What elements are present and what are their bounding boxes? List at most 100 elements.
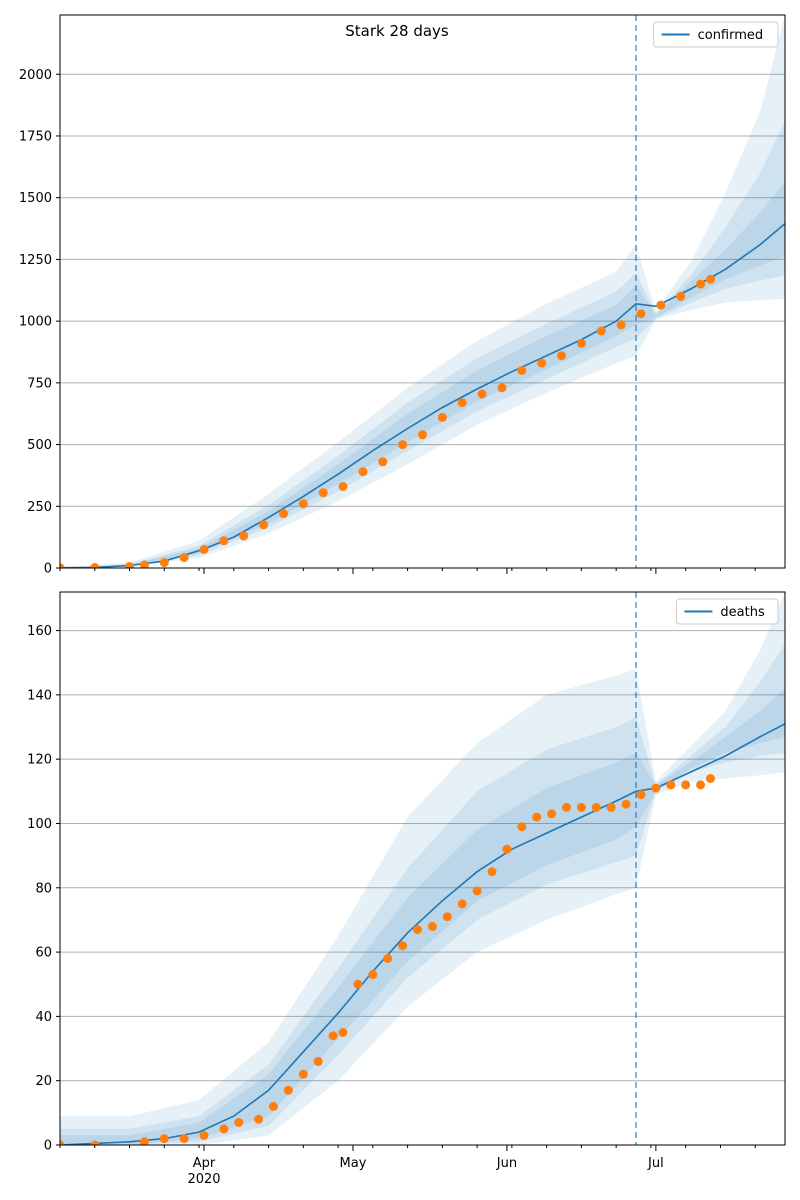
- y-tick-label: 100: [27, 817, 52, 832]
- observed-point: [696, 279, 706, 289]
- observed-point: [338, 482, 348, 491]
- y-tick-label: 140: [27, 688, 52, 703]
- observed-point: [353, 979, 363, 989]
- x-tick-label: May: [340, 1156, 367, 1171]
- y-tick-label: 40: [35, 1010, 52, 1025]
- observed-point: [636, 790, 646, 800]
- observed-point: [457, 899, 467, 909]
- observed-point: [338, 1028, 348, 1037]
- observed-point: [576, 338, 586, 348]
- observed-point: [139, 560, 149, 568]
- y-tick-label: 1500: [19, 191, 52, 206]
- legend-label: deaths: [720, 605, 765, 620]
- observed-point: [596, 326, 606, 336]
- plot-frame: [59, 591, 786, 1146]
- observed-point: [368, 970, 378, 980]
- y-tick-label: 20: [35, 1074, 52, 1089]
- observed-point: [219, 1124, 229, 1134]
- observed-point: [621, 799, 631, 809]
- observed-point: [442, 912, 452, 922]
- observed-point: [616, 320, 626, 330]
- y-tick-label: 250: [27, 500, 52, 515]
- y-tick-label: 160: [27, 624, 52, 639]
- observed-point: [179, 1134, 189, 1144]
- plot-area: [60, 15, 785, 568]
- plot-area: [60, 592, 785, 1145]
- observed-point: [562, 802, 571, 812]
- y-tick-label: 120: [27, 753, 52, 768]
- observed-point: [517, 822, 527, 832]
- y-tick-label: 1250: [19, 253, 52, 268]
- observed-point: [279, 509, 288, 519]
- y-tick-label: 500: [27, 438, 52, 453]
- observed-point: [254, 1114, 264, 1124]
- uncertainty-band-1: [60, 592, 785, 1145]
- observed-point: [398, 440, 408, 450]
- observed-point: [159, 558, 169, 568]
- observed-point: [259, 520, 269, 530]
- observed-point: [502, 844, 512, 854]
- x-year-label: 2020: [187, 1172, 220, 1187]
- x-tick-label: Jul: [647, 1156, 664, 1171]
- observed-point: [696, 780, 706, 790]
- observed-point: [681, 780, 691, 790]
- observed-point: [497, 383, 507, 393]
- observed-point: [283, 1085, 293, 1095]
- observed-point: [199, 545, 209, 554]
- observed-point: [90, 563, 100, 568]
- observed-point: [298, 499, 308, 509]
- uncertainty-band-3: [60, 181, 785, 568]
- observed-point: [398, 941, 408, 951]
- observed-point: [125, 562, 134, 568]
- observed-point: [487, 867, 497, 877]
- x-tick-label: Jun: [496, 1156, 517, 1171]
- observed-point: [139, 1137, 149, 1145]
- uncertainty-band-2: [60, 643, 785, 1145]
- observed-point: [199, 1130, 209, 1140]
- observed-point: [706, 774, 715, 783]
- observed-point: [269, 1101, 278, 1111]
- observed-point: [159, 1134, 169, 1144]
- observed-point: [90, 1140, 100, 1145]
- legend-box: [675, 598, 779, 625]
- observed-point: [557, 351, 566, 361]
- observed-point: [328, 1031, 338, 1041]
- confirmed-chart-panel: 0 250 500 750 1000 1250 1500 1750 2000 confirmed: [19, 14, 786, 577]
- observed-point: [656, 300, 666, 310]
- observed-point: [313, 1056, 323, 1066]
- observed-point: [418, 430, 427, 440]
- y-tick-label: 2000: [19, 68, 52, 83]
- observed-point: [651, 783, 661, 793]
- observed-point: [457, 398, 467, 408]
- observed-point: [576, 802, 586, 812]
- y-tick-label: 750: [27, 376, 52, 391]
- y-tick-label: 1000: [19, 315, 52, 330]
- observed-point: [437, 412, 447, 422]
- y-tick-label: 60: [35, 946, 52, 961]
- uncertainty-band-3: [60, 688, 785, 1145]
- observed-point: [383, 954, 393, 963]
- observed-point: [427, 921, 437, 931]
- y-tick-label: 0: [44, 562, 52, 577]
- observed-point: [318, 488, 328, 498]
- observed-point: [298, 1069, 308, 1079]
- observed-point: [477, 389, 487, 399]
- observed-point: [591, 802, 601, 812]
- observed-point: [219, 536, 229, 546]
- observed-point: [60, 1140, 65, 1145]
- uncertainty-band-2: [60, 121, 785, 568]
- observed-point: [234, 1118, 244, 1127]
- observed-point: [547, 809, 557, 819]
- observed-point: [666, 780, 676, 790]
- legend-label: confirmed: [698, 28, 764, 43]
- observed-point: [179, 553, 189, 563]
- observed-point: [358, 467, 368, 477]
- observed-point: [706, 274, 715, 284]
- y-tick-label: 0: [44, 1139, 52, 1154]
- y-tick-label: 1750: [19, 129, 52, 144]
- observed-point: [532, 812, 542, 822]
- observed-point: [60, 563, 65, 568]
- figure-title: Stark 28 days: [345, 22, 449, 40]
